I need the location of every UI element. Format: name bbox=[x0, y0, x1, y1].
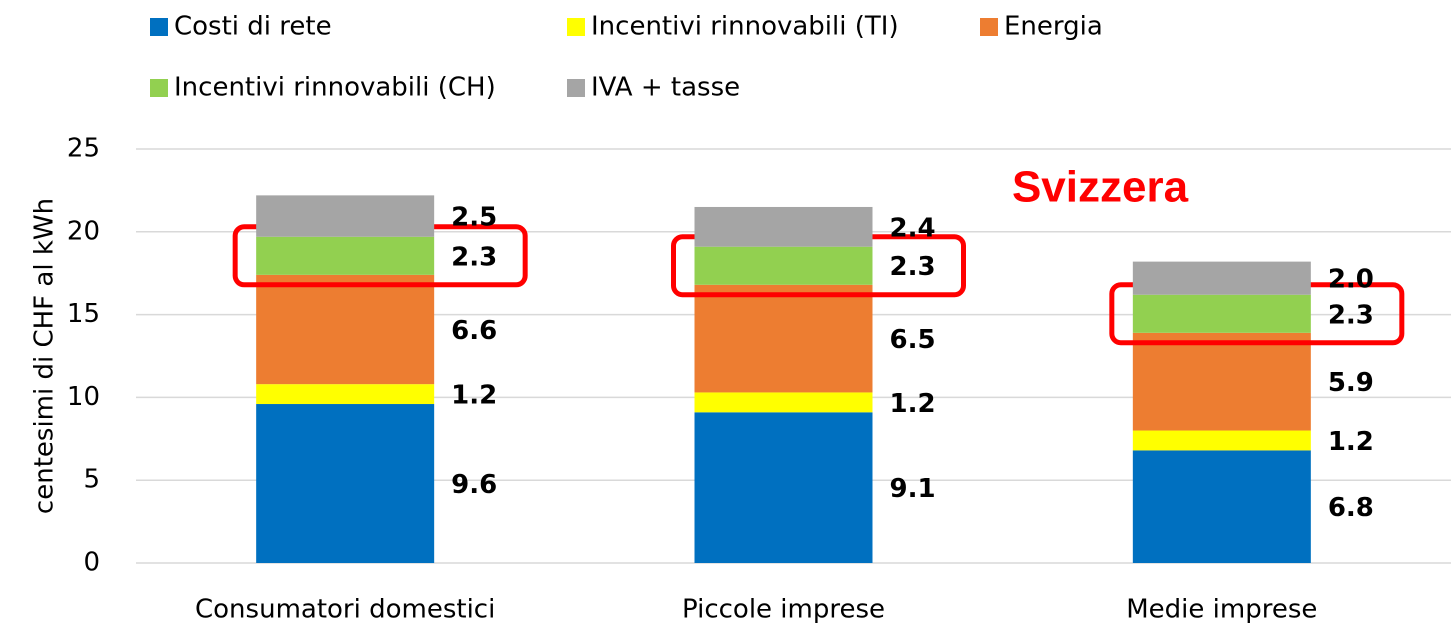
data-label: 2.0 bbox=[1328, 265, 1374, 295]
bar-segment bbox=[1132, 332, 1311, 431]
y-tick-label: 20 bbox=[67, 216, 100, 246]
legend-swatch bbox=[567, 79, 585, 97]
bar-segment bbox=[1132, 294, 1311, 333]
legend-swatch bbox=[150, 79, 168, 97]
data-label: 2.3 bbox=[1328, 300, 1374, 330]
bar-segment bbox=[694, 206, 873, 247]
y-tick-label: 15 bbox=[67, 299, 100, 329]
data-label: 2.4 bbox=[890, 213, 936, 243]
annotation: Svizzera bbox=[1012, 163, 1189, 212]
bar-segment bbox=[256, 404, 435, 563]
data-label: 2.5 bbox=[451, 203, 497, 233]
legend-swatch bbox=[567, 18, 585, 36]
data-label: 1.2 bbox=[1328, 427, 1374, 457]
y-axis-label: centesimi di CHF al kWh bbox=[30, 198, 60, 514]
data-label: 6.5 bbox=[890, 325, 936, 355]
legend-label: Energia bbox=[1004, 12, 1103, 42]
y-tick-label: 0 bbox=[83, 548, 100, 578]
legend-label: Costi di rete bbox=[174, 12, 332, 42]
data-label: 6.8 bbox=[1328, 493, 1374, 523]
bar-segment bbox=[256, 384, 435, 405]
bar-segment bbox=[256, 274, 435, 385]
y-tick-label: 25 bbox=[67, 134, 100, 164]
data-label: 9.1 bbox=[890, 474, 936, 504]
bar-segment bbox=[694, 246, 873, 285]
bar-segment bbox=[256, 195, 435, 237]
legend-swatch bbox=[150, 18, 168, 36]
bar-segment bbox=[694, 392, 873, 413]
y-tick-label: 10 bbox=[67, 382, 100, 412]
bar-segment bbox=[1132, 450, 1311, 563]
legend-label: Incentivi rinnovabili (CH) bbox=[174, 73, 496, 103]
bar-segment bbox=[694, 412, 873, 563]
x-tick-label: Piccole imprese bbox=[682, 595, 885, 625]
y-tick-label: 5 bbox=[83, 465, 100, 495]
bar-segment bbox=[256, 236, 435, 275]
x-tick-label: Medie imprese bbox=[1126, 595, 1317, 625]
legend-swatch bbox=[980, 18, 998, 36]
data-label: 1.2 bbox=[890, 389, 936, 419]
legend-label: IVA + tasse bbox=[591, 73, 740, 103]
bar-segment bbox=[1132, 261, 1311, 295]
bar-segment bbox=[1132, 430, 1311, 451]
data-label: 2.3 bbox=[451, 242, 497, 272]
x-tick-label: Consumatori domestici bbox=[195, 595, 495, 625]
data-label: 1.2 bbox=[451, 381, 497, 411]
data-label: 5.9 bbox=[1328, 368, 1374, 398]
data-label: 9.6 bbox=[451, 470, 497, 500]
data-label: 6.6 bbox=[451, 316, 497, 346]
legend-label: Incentivi rinnovabili (TI) bbox=[591, 12, 899, 42]
bar-segment bbox=[694, 284, 873, 393]
data-label: 2.3 bbox=[890, 252, 936, 282]
